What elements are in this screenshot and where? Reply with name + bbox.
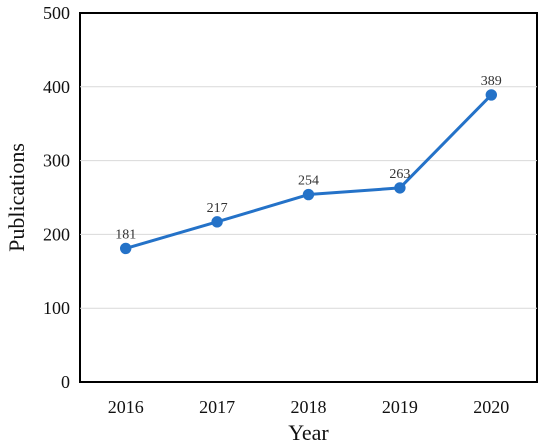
labels: 181 217 254 263 389 bbox=[115, 74, 502, 243]
data-point bbox=[394, 182, 406, 194]
data-label: 254 bbox=[298, 174, 319, 189]
x-tick-label: 2019 bbox=[382, 397, 418, 417]
y-tick-label: 0 bbox=[61, 372, 70, 392]
gridlines bbox=[80, 86, 537, 309]
data-label: 217 bbox=[207, 201, 228, 216]
x-tick-label: 2020 bbox=[473, 397, 509, 417]
x-tick-label: 2018 bbox=[291, 397, 327, 417]
data-point bbox=[485, 89, 497, 101]
series bbox=[120, 89, 497, 255]
x-tick-label: 2017 bbox=[199, 397, 235, 417]
axes: 0 100 200 300 400 500 2016 2017 2018 2019 2020 bbox=[43, 3, 509, 417]
y-tick-label: 300 bbox=[43, 151, 70, 171]
data-label: 389 bbox=[481, 74, 502, 89]
data-point bbox=[211, 216, 223, 228]
y-tick-label: 200 bbox=[43, 224, 70, 244]
y-tick-label: 400 bbox=[43, 77, 70, 97]
y-axis-title: Publications bbox=[4, 143, 29, 252]
data-point bbox=[120, 242, 132, 255]
y-tick-label: 100 bbox=[43, 298, 70, 318]
data-label: 181 bbox=[115, 227, 136, 242]
y-tick-label: 500 bbox=[43, 3, 70, 23]
x-axis-title: Year bbox=[288, 420, 329, 445]
data-label: 263 bbox=[389, 167, 410, 182]
x-tick-label: 2016 bbox=[108, 397, 144, 417]
data-point bbox=[302, 188, 315, 201]
